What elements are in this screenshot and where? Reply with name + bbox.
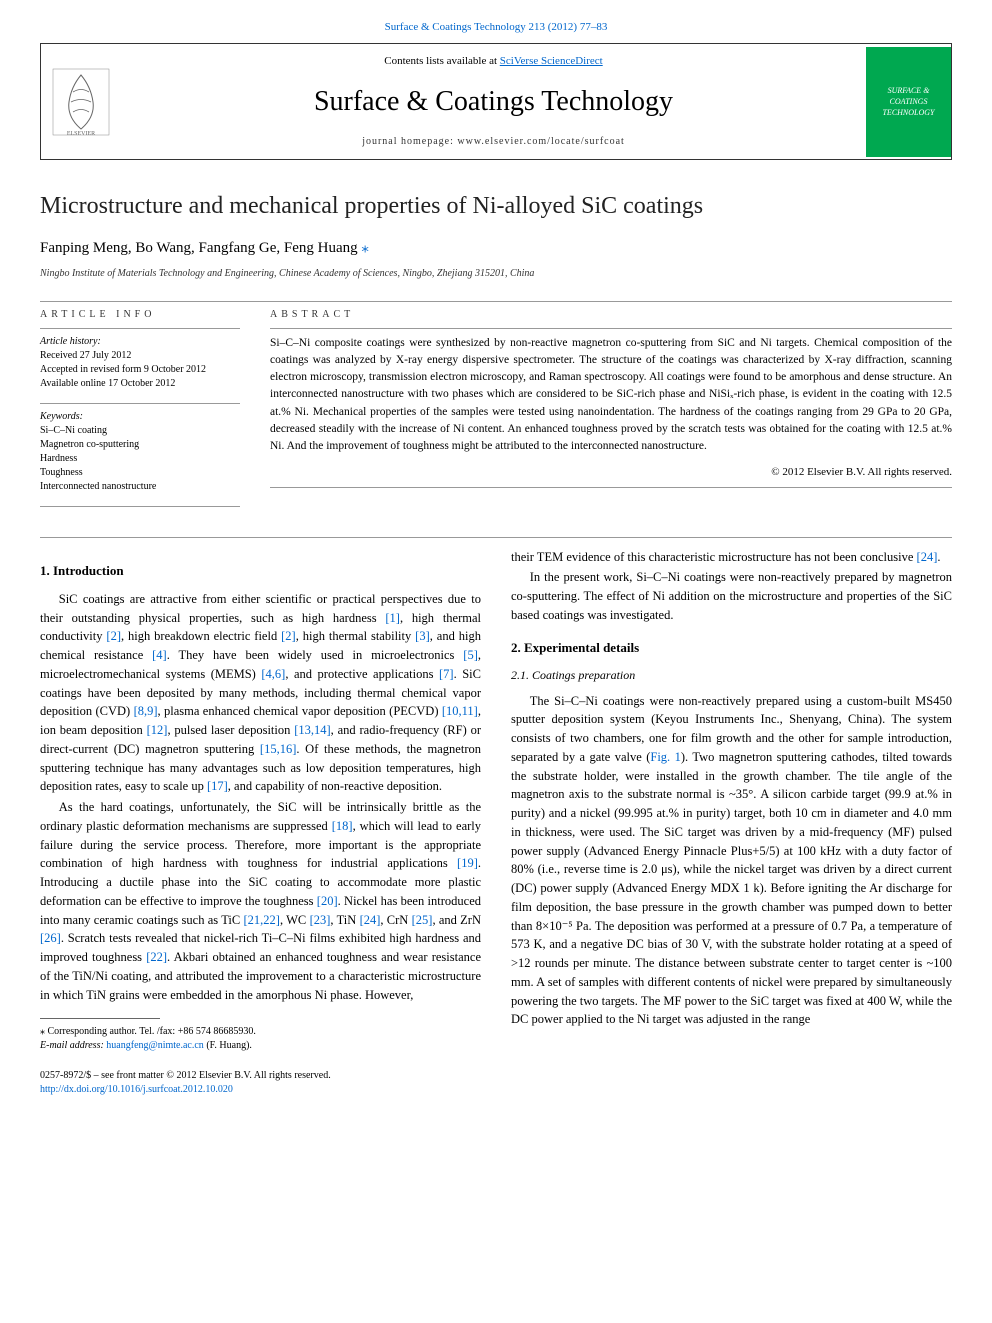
- contents-prefix: Contents lists available at: [384, 55, 499, 67]
- abstract-copyright: © 2012 Elsevier B.V. All rights reserved…: [270, 465, 952, 480]
- keywords-label: Keywords:: [40, 410, 240, 424]
- received-date: Received 27 July 2012: [40, 349, 240, 363]
- divider: [40, 328, 240, 329]
- citation-link[interactable]: [13,14]: [294, 723, 330, 737]
- citation-link[interactable]: [23]: [310, 913, 331, 927]
- citation-link[interactable]: [15,16]: [260, 742, 296, 756]
- info-abstract-row: ARTICLE INFO Article history: Received 2…: [40, 308, 952, 513]
- authors-line: Fanping Meng, Bo Wang, Fangfang Ge, Feng…: [40, 238, 952, 259]
- citation-link[interactable]: [17]: [207, 779, 228, 793]
- citation-link[interactable]: [8,9]: [134, 704, 158, 718]
- corr-author-line: ⁎ Corresponding author. Tel. /fax: +86 5…: [40, 1025, 481, 1039]
- homepage-prefix: journal homepage:: [362, 136, 457, 147]
- citation-link[interactable]: [2]: [281, 629, 296, 643]
- journal-name: Surface & Coatings Technology: [121, 82, 866, 121]
- citation-link[interactable]: [12]: [147, 723, 168, 737]
- journal-header: ELSEVIER Contents lists available at Sci…: [40, 43, 952, 160]
- journal-cover-thumb: SURFACE & COATINGS TECHNOLOGY: [866, 47, 951, 157]
- col2-continuation: their TEM evidence of this characteristi…: [511, 548, 952, 625]
- section-heading-intro: 1. Introduction: [40, 562, 481, 580]
- homepage-url[interactable]: www.elsevier.com/locate/surfcoat: [457, 136, 624, 147]
- intro-p2: As the hard coatings, unfortunately, the…: [40, 798, 481, 1004]
- keyword: Magnetron co-sputtering: [40, 438, 240, 452]
- authors-names: Fanping Meng, Bo Wang, Fangfang Ge, Feng…: [40, 240, 358, 256]
- email-link[interactable]: huangfeng@nimte.ac.cn: [106, 1040, 204, 1051]
- affiliation: Ningbo Institute of Materials Technology…: [40, 267, 952, 281]
- intro-p1: SiC coatings are attractive from either …: [40, 590, 481, 796]
- elsevier-logo: ELSEVIER: [51, 67, 111, 137]
- divider: [40, 301, 952, 302]
- citation-link[interactable]: [7]: [439, 667, 454, 681]
- divider: [270, 328, 952, 329]
- citation-link[interactable]: [10,11]: [442, 704, 478, 718]
- email-name: (F. Huang).: [204, 1040, 252, 1051]
- exp-p1: The Si–C–Ni coatings were non-reactively…: [511, 692, 952, 1030]
- intro-paragraphs: SiC coatings are attractive from either …: [40, 590, 481, 1005]
- history-label: Article history:: [40, 335, 240, 349]
- abstract-text: Si–C–Ni composite coatings were synthesi…: [270, 335, 952, 456]
- body-column-left: 1. Introduction SiC coatings are attract…: [40, 548, 481, 1098]
- email-label: E-mail address:: [40, 1040, 106, 1051]
- citation-link[interactable]: [18]: [332, 819, 353, 833]
- citation-link[interactable]: [21,22]: [244, 913, 280, 927]
- citation-link[interactable]: [1]: [385, 611, 400, 625]
- accepted-date: Accepted in revised form 9 October 2012: [40, 363, 240, 377]
- online-date: Available online 17 October 2012: [40, 377, 240, 391]
- homepage-line: journal homepage: www.elsevier.com/locat…: [121, 135, 866, 149]
- issn-line: 0257-8972/$ – see front matter © 2012 El…: [40, 1069, 481, 1083]
- abstract-col: ABSTRACT Si–C–Ni composite coatings were…: [270, 308, 952, 513]
- citation-link[interactable]: [4]: [152, 648, 167, 662]
- keyword: Interconnected nanostructure: [40, 480, 240, 494]
- col2-p2: In the present work, Si–C–Ni coatings we…: [511, 568, 952, 624]
- corresponding-footnote: ⁎ Corresponding author. Tel. /fax: +86 5…: [40, 1025, 481, 1053]
- keyword: Toughness: [40, 466, 240, 480]
- keywords-block: Keywords: Si–C–Ni coating Magnetron co-s…: [40, 410, 240, 494]
- bottom-info: 0257-8972/$ – see front matter © 2012 El…: [40, 1069, 481, 1097]
- abstract-heading: ABSTRACT: [270, 308, 952, 322]
- col2-p1: their TEM evidence of this characteristi…: [511, 548, 952, 567]
- figure-link[interactable]: Fig. 1: [650, 750, 680, 764]
- divider: [270, 487, 952, 488]
- svg-text:ELSEVIER: ELSEVIER: [67, 131, 95, 137]
- citation-link[interactable]: [2]: [106, 629, 121, 643]
- keyword: Hardness: [40, 452, 240, 466]
- contents-line: Contents lists available at SciVerse Sci…: [121, 54, 866, 69]
- section-heading-exp: 2. Experimental details: [511, 639, 952, 657]
- citation-link[interactable]: [4,6]: [261, 667, 285, 681]
- citation-link[interactable]: [22]: [146, 950, 167, 964]
- body-columns: 1. Introduction SiC coatings are attract…: [40, 548, 952, 1098]
- doi-link[interactable]: http://dx.doi.org/10.1016/j.surfcoat.201…: [40, 1083, 481, 1097]
- journal-citation-link[interactable]: Surface & Coatings Technology 213 (2012)…: [40, 20, 952, 35]
- sciverse-link[interactable]: SciVerse ScienceDirect: [500, 55, 603, 67]
- email-line: E-mail address: huangfeng@nimte.ac.cn (F…: [40, 1039, 481, 1053]
- article-title: Microstructure and mechanical properties…: [40, 190, 952, 224]
- article-info-col: ARTICLE INFO Article history: Received 2…: [40, 308, 240, 513]
- citation-link[interactable]: [20]: [317, 894, 338, 908]
- keyword: Si–C–Ni coating: [40, 424, 240, 438]
- divider: [40, 506, 240, 507]
- body-column-right: their TEM evidence of this characteristi…: [511, 548, 952, 1098]
- publisher-logo-area: ELSEVIER: [41, 59, 121, 145]
- footnote-separator: [40, 1018, 160, 1019]
- header-center: Contents lists available at SciVerse Sci…: [121, 44, 866, 159]
- citation-link[interactable]: [19]: [457, 856, 478, 870]
- citation-link[interactable]: [25]: [412, 913, 433, 927]
- divider: [40, 537, 952, 538]
- article-info-heading: ARTICLE INFO: [40, 308, 240, 322]
- corresponding-mark[interactable]: ⁎: [361, 240, 369, 256]
- citation-link[interactable]: [24]: [917, 550, 938, 564]
- divider: [40, 403, 240, 404]
- subsection-heading-prep: 2.1. Coatings preparation: [511, 667, 952, 684]
- citation-link[interactable]: [5]: [463, 648, 478, 662]
- citation-link[interactable]: [3]: [415, 629, 430, 643]
- history-block: Article history: Received 27 July 2012 A…: [40, 335, 240, 391]
- citation-link[interactable]: [26]: [40, 931, 61, 945]
- citation-link[interactable]: [24]: [360, 913, 381, 927]
- exp-paragraphs: The Si–C–Ni coatings were non-reactively…: [511, 692, 952, 1030]
